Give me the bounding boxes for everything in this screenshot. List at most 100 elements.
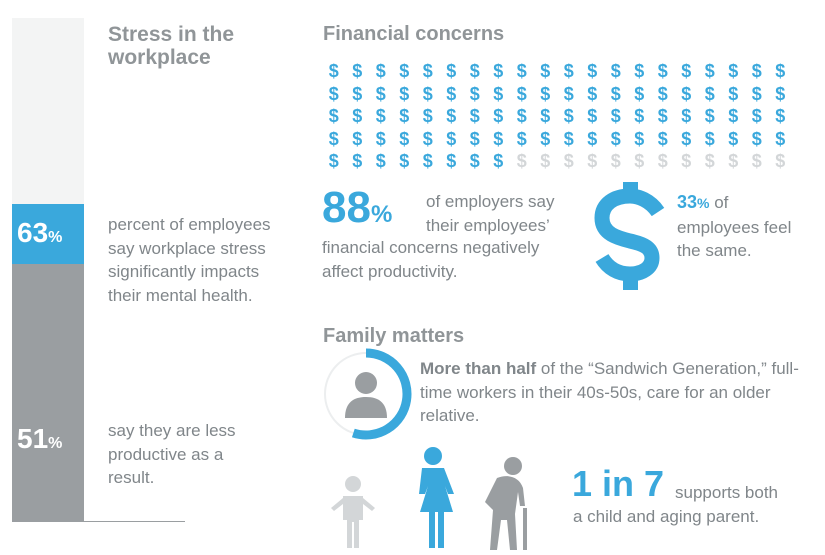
dollar-sign-icon: $ [328, 61, 339, 81]
dollar-sign-icon: $ [422, 128, 433, 149]
dollar-sign-icon: $ [516, 83, 527, 104]
dollar-sign-icon: $ [540, 128, 551, 149]
dollar-sign-icon: $ [446, 106, 457, 126]
dollar-sign-icon: $ [375, 61, 386, 81]
stat-88-text-a: of employers say their employees’ [426, 192, 555, 235]
dollar-sign-icon: $ [610, 83, 621, 104]
dollar-sign-icon: $ [446, 83, 457, 104]
dollar-sign-icon: $ [446, 128, 457, 149]
dollar-sign-icon: $ [751, 106, 762, 126]
half-ring-icon [324, 348, 412, 440]
dollar-sign-icon: $ [469, 128, 480, 149]
stat-63-number: 63% [17, 217, 63, 248]
dollar-sign-icon: $ [493, 128, 504, 149]
dollar-sign-icon: $ [610, 151, 621, 171]
dollar-sign-icon: $ [751, 83, 762, 104]
dollar-sign-icon: $ [422, 106, 433, 126]
dollar-sign-icon: $ [540, 106, 551, 126]
dollar-grid: $ $ $ $ $ $ $ $ $ $ $ $ $ $ $ $ $ $ $ $ $ $ $ $ $ $ $ $ $ $ $ $ $ $ $ $ $ $ $ $… [322, 60, 792, 173]
dollar-sign-icon: $ [681, 128, 692, 149]
dollar-sign-icon: $ [704, 106, 715, 126]
dollar-sign-icon: $ [751, 61, 762, 81]
dollar-sign-icon: $ [563, 106, 574, 126]
dollar-sign-icon: $ [728, 61, 739, 81]
dollar-sign-icon: $ [493, 61, 504, 81]
dollar-sign-icon: $ [775, 151, 786, 171]
dollar-sign-icon: $ [775, 83, 786, 104]
dollar-sign-icon: $ [634, 83, 645, 104]
dollar-sign-icon: $ [328, 83, 339, 104]
dollar-sign-icon: $ [681, 83, 692, 104]
dollar-sign-icon: $ [728, 151, 739, 171]
dollar-sign-icon: $ [657, 128, 668, 149]
divider [12, 521, 185, 522]
dollar-sign-icon: $ [634, 61, 645, 81]
dollar-sign-icon: $ [493, 151, 504, 171]
dollar-sign-icon: $ [704, 83, 715, 104]
dollar-sign-icon: $ [587, 151, 598, 171]
dollar-sign-icon: $ [328, 128, 339, 149]
stress-bar-63 [12, 204, 84, 264]
dollar-sign-icon: $ [704, 151, 715, 171]
dollar-sign-icon: $ [399, 83, 410, 104]
dollar-sign-icon: $ [422, 61, 433, 81]
financial-title: Financial concerns [323, 23, 505, 45]
dollar-sign-icon: $ [610, 106, 621, 126]
stat-33-number: 33% [677, 192, 710, 212]
dollar-sign-icon: $ [610, 128, 621, 149]
dollar-sign-icon: $ [516, 128, 527, 149]
dollar-sign-icon: $ [751, 151, 762, 171]
dollar-sign-icon: $ [328, 106, 339, 126]
dollar-sign-icon: $ [516, 151, 527, 171]
dollar-sign-icon: $ [399, 151, 410, 171]
stat-33-text: 33% of employees feel the same. [677, 192, 792, 260]
dollar-sign-icon: $ [681, 106, 692, 126]
dollar-sign-icon: $ [399, 61, 410, 81]
family-figures-icon [331, 447, 527, 550]
dollar-sign-icon: $ [540, 151, 551, 171]
dollar-sign-icon: $ [681, 61, 692, 81]
dollar-sign-icon: $ [352, 61, 363, 81]
family-text: More than half of the “Sandwich Generati… [420, 359, 799, 425]
dollar-sign-icon: $ [657, 151, 668, 171]
dollar-sign-icon: $ [469, 61, 480, 81]
dollar-sign-icon: $ [728, 128, 739, 149]
dollar-sign-icon: $ [516, 61, 527, 81]
dollar-sign-icon: $ [610, 61, 621, 81]
dollar-sign-icon: $ [493, 83, 504, 104]
woman-icon [419, 447, 454, 548]
dollar-sign-icon: $ [469, 151, 480, 171]
stress-bar-51 [12, 264, 84, 522]
dollar-sign-icon: $ [681, 151, 692, 171]
dollar-sign-icon [594, 182, 665, 290]
dollar-sign-icon: $ [469, 106, 480, 126]
stat-1-in-7: 1 in 7 [572, 463, 665, 504]
family-title: Family matters [323, 325, 465, 347]
dollar-sign-icon: $ [704, 128, 715, 149]
dollar-sign-icon: $ [775, 61, 786, 81]
dollar-sign-icon: $ [375, 151, 386, 171]
stress-title: Stress in the workplace [108, 23, 235, 69]
dollar-sign-icon: $ [775, 106, 786, 126]
dollar-sign-icon: $ [657, 83, 668, 104]
dollar-sign-icon: $ [422, 151, 433, 171]
stat-88-number: 88% [322, 183, 393, 232]
dollar-sign-icon: $ [399, 128, 410, 149]
dollar-sign-icon: $ [775, 128, 786, 149]
dollar-sign-icon: $ [328, 151, 339, 171]
dollar-sign-icon: $ [728, 83, 739, 104]
dollar-sign-icon: $ [516, 106, 527, 126]
dollar-sign-icon: $ [493, 106, 504, 126]
dollar-sign-icon: $ [587, 106, 598, 126]
dollar-sign-icon: $ [375, 83, 386, 104]
dollar-sign-icon: $ [375, 106, 386, 126]
dollar-sign-icon: $ [728, 106, 739, 126]
dollar-sign-icon: $ [657, 106, 668, 126]
dollar-sign-icon: $ [352, 106, 363, 126]
stat-88-text-b: financial concerns negatively affect pro… [322, 238, 540, 281]
supports-text-b: a child and aging parent. [573, 507, 760, 526]
dollar-sign-icon: $ [634, 151, 645, 171]
dollar-sign-icon: $ [399, 106, 410, 126]
dollar-sign-icon: $ [563, 83, 574, 104]
dollar-sign-icon: $ [540, 61, 551, 81]
